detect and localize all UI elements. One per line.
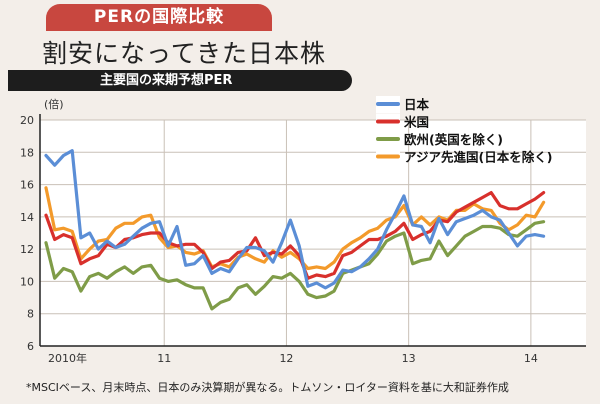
legend-label: 米国 [403, 115, 429, 130]
legend-label: 日本 [404, 97, 430, 112]
y-tick-label: 18 [20, 146, 34, 159]
axes: 6 8 10 12 14 16 18 20 (倍) 2010年 11 12 13 14 [20, 97, 586, 365]
y-axis-unit: (倍) [44, 97, 64, 111]
section-tag: PERの国際比較 [46, 4, 272, 31]
legend-label: アジア先進国(日本を除く) [404, 150, 552, 165]
footnote: *MSCIベース、月末時点、日本のみ決算期が異なる。トムソン・ロイター資料を基に… [26, 381, 509, 394]
series-line-2 [44, 220, 546, 311]
y-tick-label: 14 [20, 211, 34, 224]
legend-label: 欧州(英国を除く) [404, 132, 503, 147]
chart-title: 割安になってきた日本株 [42, 39, 327, 68]
y-tick-label: 16 [20, 179, 34, 192]
series-line-0 [44, 149, 546, 290]
y-tick-label: 12 [20, 243, 34, 256]
series-lines [44, 149, 546, 311]
x-tick-label: 14 [524, 352, 538, 365]
y-tick-label: 20 [20, 114, 34, 127]
x-tick-label: 12 [279, 352, 293, 365]
y-tick-label: 10 [20, 275, 34, 288]
y-tick-label: 8 [27, 308, 34, 321]
chart-subtitle: 主要国の来期予想PER [8, 70, 352, 91]
y-tick-label: 6 [27, 340, 34, 353]
x-tick-label: 13 [402, 352, 416, 365]
plot-background [40, 120, 586, 346]
grid-lines [40, 119, 586, 347]
x-tick-label: 2010年 [48, 351, 87, 365]
x-tick-label: 11 [157, 352, 171, 365]
